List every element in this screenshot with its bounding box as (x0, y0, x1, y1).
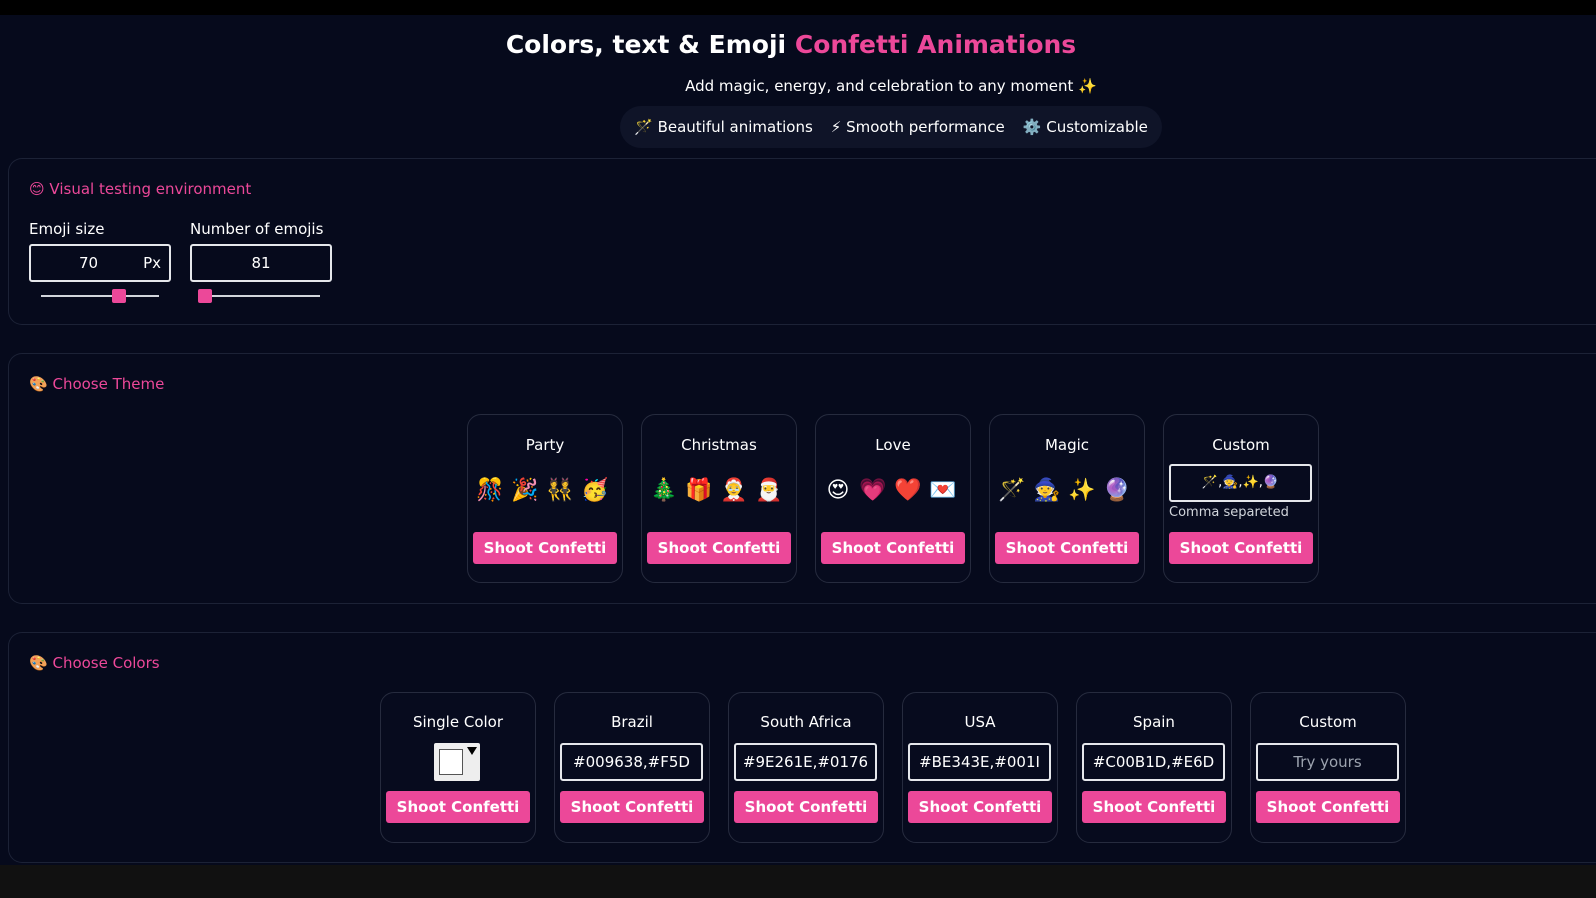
theme-section: 🎨 Choose Theme Party 🎊 🎉 👯 🥳 Shoot Confetti Ch… (8, 353, 1596, 604)
slider-track (198, 295, 320, 297)
color-input[interactable]: #C00B1D,#E6D (1082, 743, 1225, 781)
color-picker[interactable] (434, 743, 480, 781)
dropdown-arrow (467, 747, 477, 755)
color-input[interactable]: #BE343E,#001I (908, 743, 1051, 781)
theme-card: Party 🎊 🎉 👯 🥳 Shoot Confetti (467, 414, 623, 583)
feature: ⚙️ Customizable (1022, 118, 1148, 136)
emoji: 🎁 (685, 478, 713, 503)
slider-thumb[interactable] (198, 289, 212, 303)
shoot-button[interactable]: Shoot Confetti (1256, 791, 1400, 823)
theme-card: Custom 🪄,🧙,✨,🔮 Comma separeted Shoot Confet… (1163, 414, 1319, 583)
input-value: 70 (79, 254, 99, 272)
emoji: 💌 (929, 478, 957, 503)
feature-pill: 🪄 Beautiful animations ⚡ Smooth performan… (620, 106, 1162, 148)
emoji: 🎉 (511, 478, 539, 503)
color-card: Spain #C00B1D,#E6D Shoot Confetti (1076, 692, 1232, 843)
icon: 😊 (29, 180, 45, 198)
icon: 🎨 (29, 654, 48, 672)
emoji: 🪄 (998, 478, 1026, 503)
icon: 🎨 (29, 375, 48, 393)
title: Choose Colors (52, 654, 160, 672)
shoot-button[interactable]: Shoot Confetti (386, 791, 530, 823)
emoji: ❤️ (894, 478, 922, 503)
shoot-button[interactable]: Shoot Confetti (908, 791, 1052, 823)
title: Visual testing environment (49, 180, 252, 198)
slider-track (41, 295, 159, 297)
emoji: 💗 (859, 478, 887, 503)
color-card: Brazil #009638,#F5D Shoot Confetti (554, 692, 710, 843)
card-title: Magic (1044, 436, 1090, 454)
emoji: 🔮 (1103, 478, 1131, 503)
section-title: 😊 Visual testing environment (29, 180, 251, 198)
card-title: USA (964, 713, 996, 731)
color-card: USA #BE343E,#001I Shoot Confetti (902, 692, 1058, 843)
card-title: Custom (1299, 713, 1357, 731)
title: Choose Theme (52, 375, 165, 393)
emoji: 🎅 (755, 478, 783, 503)
emoji: ✨ (1068, 478, 1096, 503)
shoot-button[interactable]: Shoot Confetti (734, 791, 878, 823)
input-unit: Px (143, 254, 161, 272)
shoot-button[interactable]: Shoot Confetti (560, 791, 704, 823)
testing-section: 😊 Visual testing environment Emoji size … (8, 158, 1596, 325)
title-text: Colors, text & Emoji (505, 30, 787, 59)
shoot-button[interactable]: Shoot Confetti (1082, 791, 1226, 823)
swatch (439, 749, 463, 775)
emoji: 🥳 (581, 478, 609, 503)
shoot-button[interactable]: Shoot Confetti (821, 532, 965, 564)
emoji-input[interactable]: 🪄,🧙,✨,🔮 (1169, 464, 1312, 502)
color-card: Custom Try yours Shoot Confetti (1250, 692, 1406, 843)
emoji: 🎊 (476, 478, 504, 503)
card-title: Party (525, 436, 565, 454)
emoji: 🎄 (650, 478, 678, 503)
color-input[interactable]: #009638,#F5D (560, 743, 703, 781)
section-title: 🎨 Choose Theme (29, 375, 164, 393)
shoot-button[interactable]: Shoot Confetti (995, 532, 1139, 564)
field-label: Number of emojis (190, 220, 324, 238)
title-highlight: Confetti Animations (794, 30, 1077, 59)
feature: 🪄 Beautiful animations (634, 118, 813, 136)
theme-card: Christmas 🎄 🎁 🤶 🎅 Shoot Confetti (641, 414, 797, 583)
theme-card: Magic 🪄 🧙 ✨ 🔮 Shoot Confetti (989, 414, 1145, 583)
section-title: 🎨 Choose Colors (29, 654, 160, 672)
emoji: 🤶 (720, 478, 748, 503)
emoji: 👯 (546, 478, 574, 503)
field-label: Emoji size (29, 220, 105, 238)
color-section: 🎨 Choose Colors Single Color Shoot Confet… (8, 632, 1596, 863)
shoot-button[interactable]: Shoot Confetti (647, 532, 791, 564)
card-title: Christmas (681, 436, 757, 454)
color-input[interactable]: #9E261E,#0176 (734, 743, 877, 781)
color-input[interactable]: Try yours (1256, 743, 1399, 781)
emoji: 😍 (826, 478, 850, 503)
theme-card: Love 😍 💗 ❤️ 💌 Shoot Confetti (815, 414, 971, 583)
card-title: Brazil (611, 713, 653, 731)
emoji-size-input[interactable]: 70 Px (29, 244, 171, 282)
feature: ⚡ Smooth performance (830, 118, 1005, 136)
emoji: 🧙 (1033, 478, 1061, 503)
subtitle: Add magic, energy, and celebration to an… (685, 77, 1097, 95)
color-card: South Africa #9E261E,#0176 Shoot Confetti (728, 692, 884, 843)
page-title: Colors, text & Emoji Confetti Animations (0, 30, 1582, 59)
slider-thumb[interactable] (112, 289, 126, 303)
card-title: Single Color (412, 713, 504, 731)
shoot-button[interactable]: Shoot Confetti (1169, 532, 1313, 564)
hint: Comma separeted (1169, 505, 1289, 520)
card-title: Love (875, 436, 911, 454)
card-title: South Africa (760, 713, 852, 731)
color-card: Single Color Shoot Confetti (380, 692, 536, 843)
card-title: Spain (1133, 713, 1175, 731)
top-bar (0, 0, 1596, 15)
shoot-button[interactable]: Shoot Confetti (473, 532, 617, 564)
bottom-bar (0, 865, 1596, 898)
emoji-count-input[interactable]: 81 (190, 244, 332, 282)
card-title: Custom (1212, 436, 1270, 454)
